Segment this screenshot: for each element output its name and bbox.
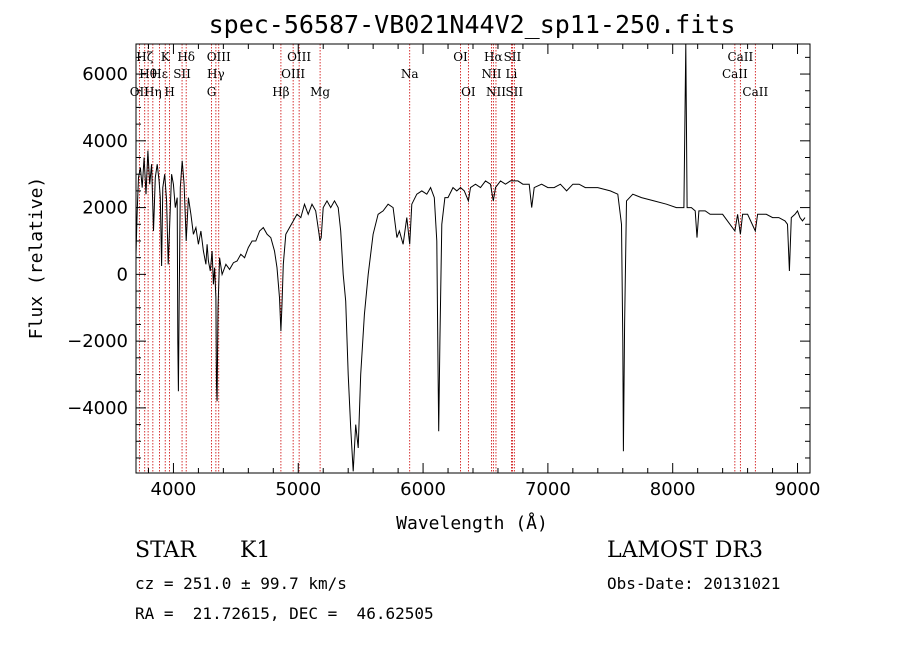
object-subclass: K1	[240, 538, 271, 563]
line-label: OIII	[281, 67, 305, 81]
y-tick-label: −2000	[67, 331, 128, 352]
x-axis-ticks: 4000 5000 6000 7000 8000 9000	[147, 44, 821, 500]
line-label: H	[164, 85, 174, 99]
y-tick-label: 4000	[82, 131, 128, 152]
y-tick-label: 2000	[82, 198, 128, 219]
line-label: G	[207, 85, 217, 99]
line-label: Hβ	[272, 85, 289, 99]
line-label: OIII	[287, 50, 311, 64]
line-label: CaII	[722, 67, 748, 81]
x-tick-label: 8000	[650, 479, 696, 500]
y-axis-label: Flux (relative)	[26, 177, 47, 340]
line-label: OIII	[207, 50, 231, 64]
x-tick-label: 5000	[275, 479, 321, 500]
line-label: Mg	[310, 85, 330, 99]
line-label: CaII	[742, 85, 768, 99]
chart-title: spec-56587-VB021N44V2_sp11-250.fits	[209, 10, 736, 39]
line-label: Hα	[484, 50, 503, 64]
line-label: OII	[130, 85, 150, 99]
object-class: STAR	[135, 538, 196, 563]
line-label: Hγ	[207, 67, 225, 81]
line-label: Hε	[151, 67, 168, 81]
y-tick-label: −4000	[67, 398, 128, 419]
line-label: NII	[481, 67, 501, 81]
line-label: SII	[505, 85, 523, 99]
x-tick-label: 4000	[151, 479, 197, 500]
line-label: NII	[486, 85, 506, 99]
sky-coordinates: RA = 21.72615, DEC = 46.62505	[135, 604, 434, 623]
line-label: Hη	[144, 85, 162, 99]
redshift-velocity: cz = 251.0 ± 99.7 km/s	[135, 574, 347, 593]
line-label: Hθ	[139, 67, 157, 81]
plot-frame	[135, 43, 811, 474]
line-label: SII	[504, 50, 522, 64]
line-label: Li	[506, 67, 518, 81]
y-axis-ticks: −4000 −2000 0 2000 4000 6000	[67, 56, 810, 459]
spectrum-chart: spec-56587-VB021N44V2_sp11-250.fits 4000…	[26, 10, 821, 534]
x-tick-label: 6000	[400, 479, 446, 500]
spectrum-line	[135, 43, 806, 472]
line-label: K	[161, 50, 171, 64]
observation-date: Obs-Date: 20131021	[607, 574, 781, 593]
x-tick-label: 9000	[775, 479, 821, 500]
line-markers	[138, 44, 756, 473]
line-label: SII	[173, 67, 191, 81]
line-label: Hδ	[177, 50, 195, 64]
line-label: CaII	[727, 50, 753, 64]
line-label: OI	[453, 50, 468, 64]
y-tick-label: 0	[117, 264, 128, 285]
y-tick-label: 6000	[82, 64, 128, 85]
line-label: OI	[461, 85, 476, 99]
survey-name: LAMOST DR3	[607, 538, 763, 563]
line-label: Hζ	[136, 50, 153, 64]
line-label: Na	[401, 67, 419, 81]
x-axis-label: Wavelength (Å)	[396, 512, 548, 534]
x-tick-label: 7000	[525, 479, 571, 500]
